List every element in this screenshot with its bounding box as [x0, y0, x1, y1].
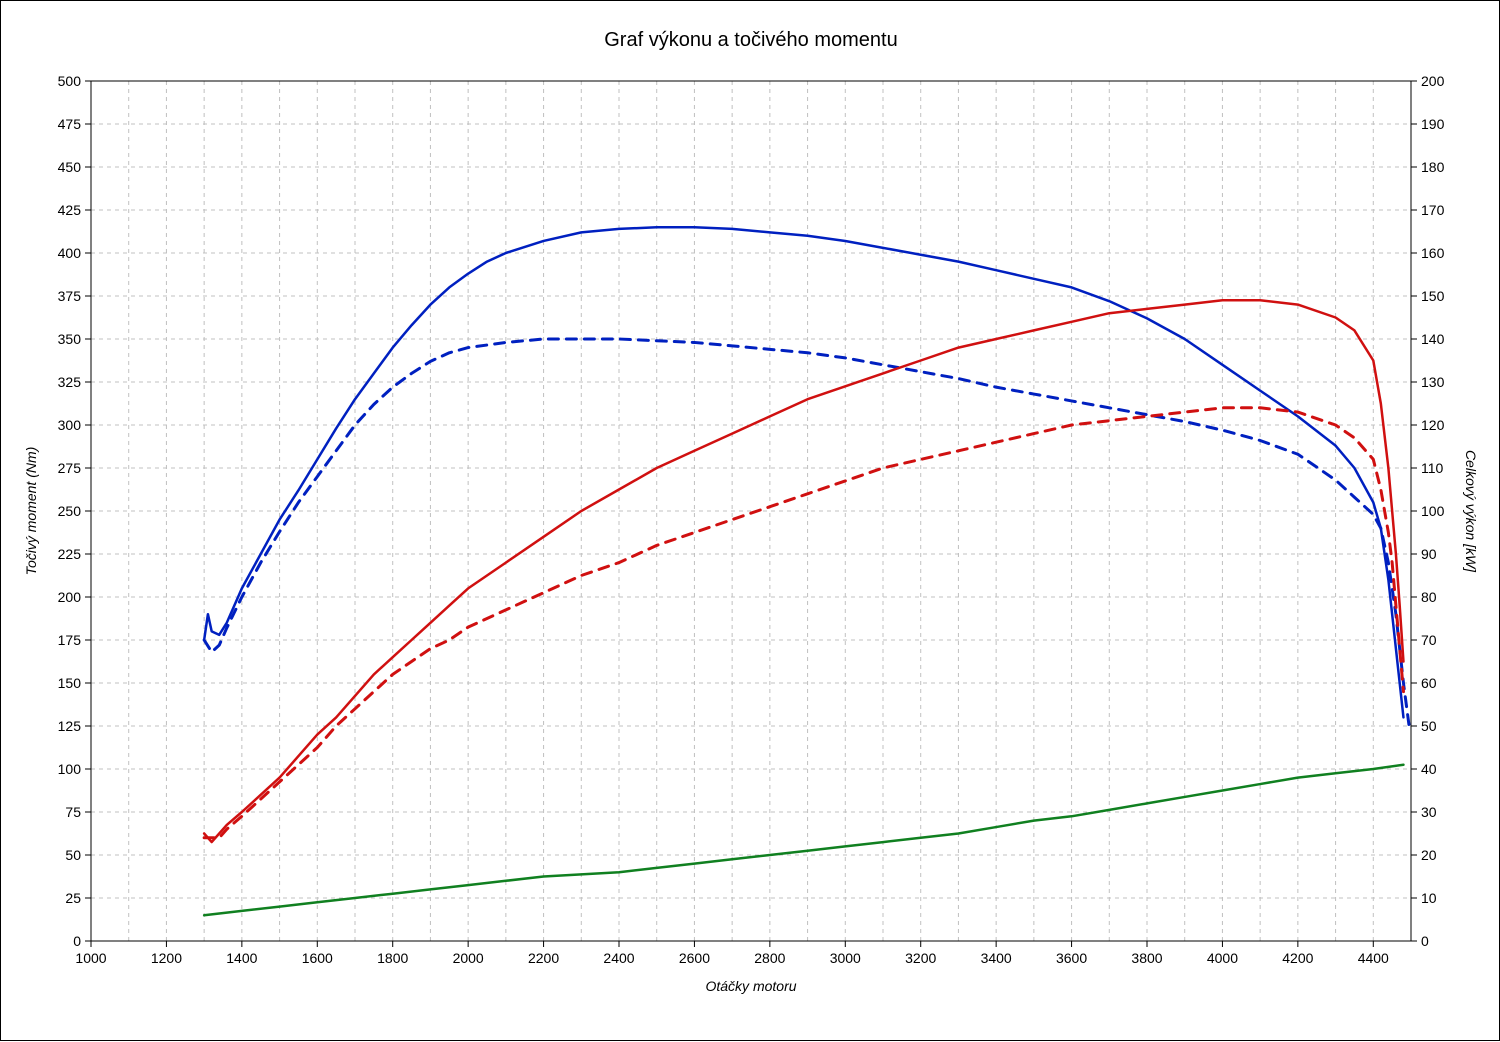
svg-text:400: 400: [58, 245, 82, 261]
svg-text:Celkový výkon [kW]: Celkový výkon [kW]: [1463, 450, 1479, 573]
svg-text:2600: 2600: [679, 950, 710, 966]
svg-text:3800: 3800: [1131, 950, 1162, 966]
svg-text:200: 200: [58, 589, 82, 605]
svg-text:4400: 4400: [1358, 950, 1389, 966]
svg-text:250: 250: [58, 503, 82, 519]
svg-text:3600: 3600: [1056, 950, 1087, 966]
svg-text:190: 190: [1421, 116, 1445, 132]
svg-text:1400: 1400: [226, 950, 257, 966]
svg-text:350: 350: [58, 331, 82, 347]
svg-text:40: 40: [1421, 761, 1437, 777]
svg-text:325: 325: [58, 374, 82, 390]
svg-text:90: 90: [1421, 546, 1437, 562]
svg-text:100: 100: [58, 761, 82, 777]
svg-text:3200: 3200: [905, 950, 936, 966]
svg-text:500: 500: [58, 73, 82, 89]
svg-text:30: 30: [1421, 804, 1437, 820]
svg-text:110: 110: [1421, 460, 1444, 476]
svg-text:475: 475: [58, 116, 82, 132]
svg-text:0: 0: [1421, 933, 1429, 949]
svg-text:3400: 3400: [981, 950, 1012, 966]
svg-text:25: 25: [65, 890, 81, 906]
svg-text:60: 60: [1421, 675, 1437, 691]
svg-text:75: 75: [65, 804, 81, 820]
svg-text:1000: 1000: [75, 950, 106, 966]
svg-text:1800: 1800: [377, 950, 408, 966]
svg-text:3000: 3000: [830, 950, 861, 966]
svg-text:125: 125: [58, 718, 82, 734]
svg-text:200: 200: [1421, 73, 1445, 89]
svg-text:375: 375: [58, 288, 82, 304]
svg-text:Točivý moment (Nm): Točivý moment (Nm): [23, 447, 39, 576]
svg-text:50: 50: [65, 847, 81, 863]
svg-text:Otáčky motoru: Otáčky motoru: [705, 978, 796, 994]
dyno-chart: 1000120014001600180020002200240026002800…: [1, 1, 1500, 1042]
svg-text:50: 50: [1421, 718, 1437, 734]
svg-text:2400: 2400: [603, 950, 634, 966]
svg-text:2200: 2200: [528, 950, 559, 966]
svg-text:130: 130: [1421, 374, 1445, 390]
svg-text:170: 170: [1421, 202, 1445, 218]
svg-text:1200: 1200: [151, 950, 182, 966]
svg-text:140: 140: [1421, 331, 1445, 347]
svg-text:175: 175: [58, 632, 82, 648]
svg-text:150: 150: [58, 675, 82, 691]
svg-text:2000: 2000: [453, 950, 484, 966]
svg-text:4200: 4200: [1282, 950, 1313, 966]
svg-text:4000: 4000: [1207, 950, 1238, 966]
svg-text:1600: 1600: [302, 950, 333, 966]
svg-text:150: 150: [1421, 288, 1445, 304]
svg-text:300: 300: [58, 417, 82, 433]
svg-text:70: 70: [1421, 632, 1437, 648]
svg-text:450: 450: [58, 159, 82, 175]
svg-text:0: 0: [73, 933, 81, 949]
svg-text:120: 120: [1421, 417, 1445, 433]
svg-text:80: 80: [1421, 589, 1437, 605]
svg-text:100: 100: [1421, 503, 1445, 519]
svg-text:425: 425: [58, 202, 82, 218]
svg-text:160: 160: [1421, 245, 1445, 261]
svg-text:Graf výkonu a točivého momentu: Graf výkonu a točivého momentu: [604, 29, 897, 51]
svg-text:180: 180: [1421, 159, 1445, 175]
svg-text:2800: 2800: [754, 950, 785, 966]
svg-text:20: 20: [1421, 847, 1437, 863]
svg-text:10: 10: [1421, 890, 1437, 906]
svg-text:225: 225: [58, 546, 82, 562]
svg-text:275: 275: [58, 460, 82, 476]
